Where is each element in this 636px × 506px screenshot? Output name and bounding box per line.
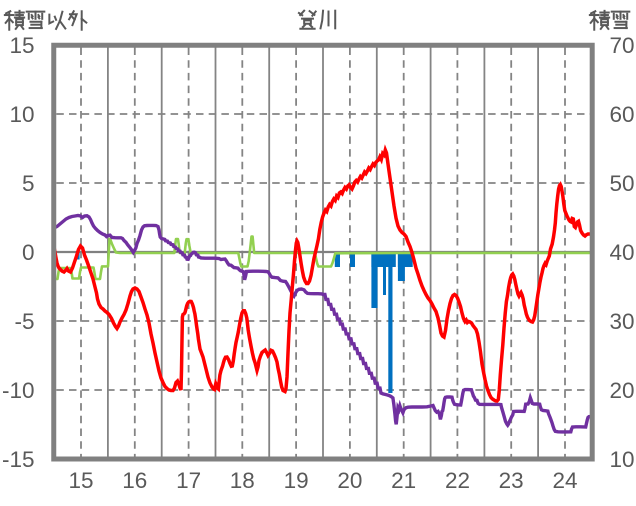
svg-text:19: 19 [284,468,309,493]
svg-text:0: 0 [22,240,35,265]
svg-text:15: 15 [9,33,34,58]
svg-text:20: 20 [337,468,362,493]
svg-text:16: 16 [122,468,147,493]
svg-text:-10: -10 [2,378,35,403]
svg-text:70: 70 [610,33,635,58]
svg-text:30: 30 [610,309,635,334]
svg-text:40: 40 [610,240,635,265]
svg-text:50: 50 [610,171,635,196]
svg-text:23: 23 [499,468,524,493]
svg-text:10: 10 [9,102,34,127]
svg-text:21: 21 [391,468,416,493]
svg-text:20: 20 [610,378,635,403]
svg-text:18: 18 [230,468,255,493]
svg-text:5: 5 [22,171,35,196]
svg-text:10: 10 [610,447,635,472]
svg-text:17: 17 [176,468,201,493]
svg-text:22: 22 [445,468,470,493]
svg-text:-5: -5 [14,309,34,334]
svg-text:-15: -15 [2,447,35,472]
svg-text:15: 15 [68,468,93,493]
svg-text:24: 24 [552,468,577,493]
svg-text:60: 60 [610,102,635,127]
